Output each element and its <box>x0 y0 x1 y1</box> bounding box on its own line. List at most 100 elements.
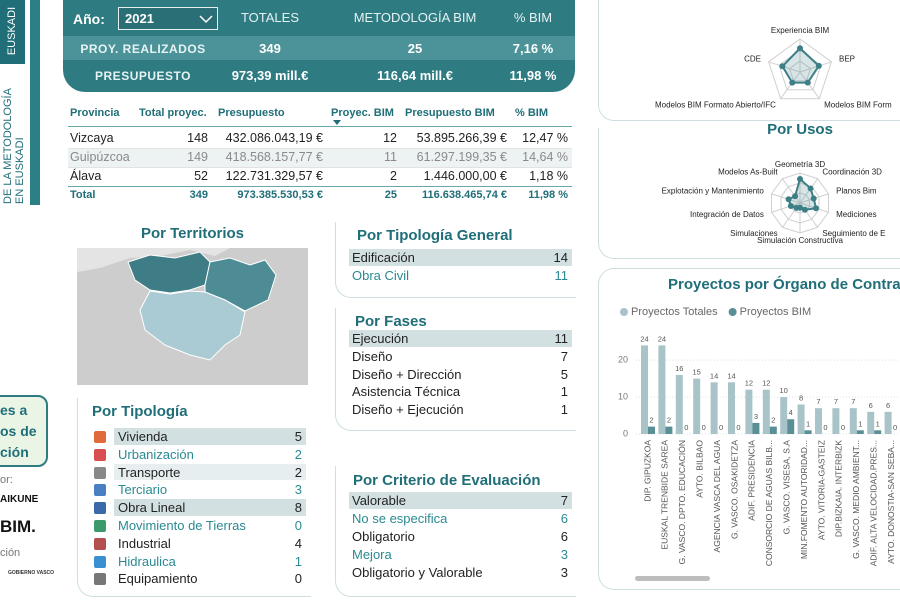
table-rule <box>68 186 572 187</box>
radar-point <box>792 193 799 200</box>
list-value: 5 <box>294 429 302 444</box>
chart-title: Proyectos por Órgano de Contra <box>668 275 900 293</box>
list-card <box>335 308 576 431</box>
radar-point <box>801 206 808 213</box>
list-value: 1 <box>560 402 568 418</box>
list-value: 1 <box>560 384 568 400</box>
list-value: 7 <box>560 493 568 508</box>
map-gipuzkoa <box>204 257 277 312</box>
value-label: 1 <box>876 419 880 428</box>
chart-card <box>598 268 900 590</box>
table-cell: 12 <box>383 131 397 145</box>
table-cell: Álava <box>70 169 102 183</box>
radar-point <box>789 79 796 86</box>
year-value: 2021 <box>125 11 154 26</box>
table-cell: 432.086.043,19 € <box>225 131 323 145</box>
list-value: 11 <box>554 331 569 346</box>
table-header: Provincia <box>70 107 120 119</box>
row-shade <box>68 149 572 167</box>
table-header: Presupuesto <box>218 107 285 119</box>
radar-label: BEP <box>839 54 855 63</box>
value-label: 0 <box>736 423 740 432</box>
row-shade <box>114 499 306 516</box>
x-tick-label: G. VASCO. DPTO. EDUCACIÓN <box>677 440 687 564</box>
table-cell: 11 <box>384 150 397 164</box>
radar-label: Planos Bim <box>836 186 877 195</box>
list-card <box>77 398 311 597</box>
table-cell: 1.446.000,00 € <box>423 169 507 183</box>
logo: BIM. <box>0 517 36 536</box>
value-label: 14 <box>710 371 718 380</box>
bar <box>884 411 892 434</box>
table-rule <box>68 126 572 127</box>
value-label: 6 <box>886 401 890 410</box>
brand-box <box>0 0 25 64</box>
list-label: Mejora <box>352 547 392 562</box>
list-value: 14 <box>553 250 568 265</box>
bar <box>658 345 666 434</box>
year-select[interactable]: 2021 <box>118 7 218 30</box>
bar <box>787 419 795 434</box>
radar-spoke <box>771 193 801 204</box>
list-title: Por Fases <box>355 313 427 330</box>
value-label: 12 <box>745 379 753 388</box>
radar-point <box>797 45 803 52</box>
value-label: 2 <box>667 416 671 425</box>
table-total: 973.385.530,53 € <box>237 189 323 201</box>
list-title: Por Criterio de Evaluación <box>353 472 541 489</box>
list-value: 2 <box>294 446 302 462</box>
radar-point <box>804 79 811 86</box>
table-cell: 61.297.199,35 € <box>416 150 507 164</box>
value-label: 15 <box>693 368 701 377</box>
summary-value: 7,16 % <box>512 41 554 56</box>
table-header: % BIM <box>515 107 548 119</box>
callout-box: es a os de ción <box>0 395 48 467</box>
list-label: Urbanización <box>118 446 194 462</box>
value-label: 14 <box>727 371 735 380</box>
list-label: Obligatorio <box>352 529 415 544</box>
value-label: 0 <box>823 423 827 432</box>
x-tick-label: ADIF. ALTA VELOCIDAD.PRES... <box>868 440 878 566</box>
list-value: 0 <box>294 518 302 533</box>
radar-point <box>785 196 792 203</box>
bar <box>648 426 655 434</box>
bar <box>867 411 875 434</box>
radar-spoke <box>799 61 832 73</box>
bar <box>762 389 770 434</box>
list-value: 8 <box>294 500 302 516</box>
radar-spoke <box>781 178 801 204</box>
summary-row-label: PROY. REALIZADOS <box>80 42 206 56</box>
bar <box>641 345 648 434</box>
radar-label: Geometría 3D <box>775 160 825 169</box>
list-label: Diseño + Ejecución <box>352 402 464 418</box>
x-tick-label: DIP.BIZKAIA. INTERBIZK <box>834 440 844 537</box>
radar-point <box>793 204 800 211</box>
list-value: 6 <box>560 511 568 526</box>
legend-swatch <box>728 308 737 316</box>
summary-band <box>63 36 575 60</box>
list-value: 7 <box>560 348 568 364</box>
value-label: 1 <box>858 419 862 428</box>
value-label: 16 <box>675 364 683 373</box>
value-label: 4 <box>789 408 793 417</box>
legend-swatch <box>620 308 628 316</box>
scrollbar <box>635 576 710 581</box>
government: GOBIERNO VASCO <box>8 570 55 576</box>
radar-label: Modelos BIM Formato Abierto/IFC <box>655 100 776 109</box>
list-label: No se especifica <box>352 511 448 526</box>
summary-header: METODOLOGÍA BIM <box>353 10 477 25</box>
table-cell: 148 <box>187 131 208 145</box>
bar <box>675 374 683 434</box>
value-label: 8 <box>799 393 803 402</box>
row-icon <box>94 484 106 497</box>
value-label: 2 <box>771 416 775 425</box>
radar-label: Modelos BIM Form <box>824 100 892 109</box>
list-value: 5 <box>560 366 568 382</box>
summary-value: 11,98 % <box>509 68 557 83</box>
radar-point <box>807 185 814 192</box>
radar-point <box>779 63 786 70</box>
x-tick-label: DIP. GIPUZKOA <box>642 440 652 502</box>
table-cell: 14,64 % <box>522 150 568 164</box>
radar-label: Integración de Datos <box>690 210 764 219</box>
